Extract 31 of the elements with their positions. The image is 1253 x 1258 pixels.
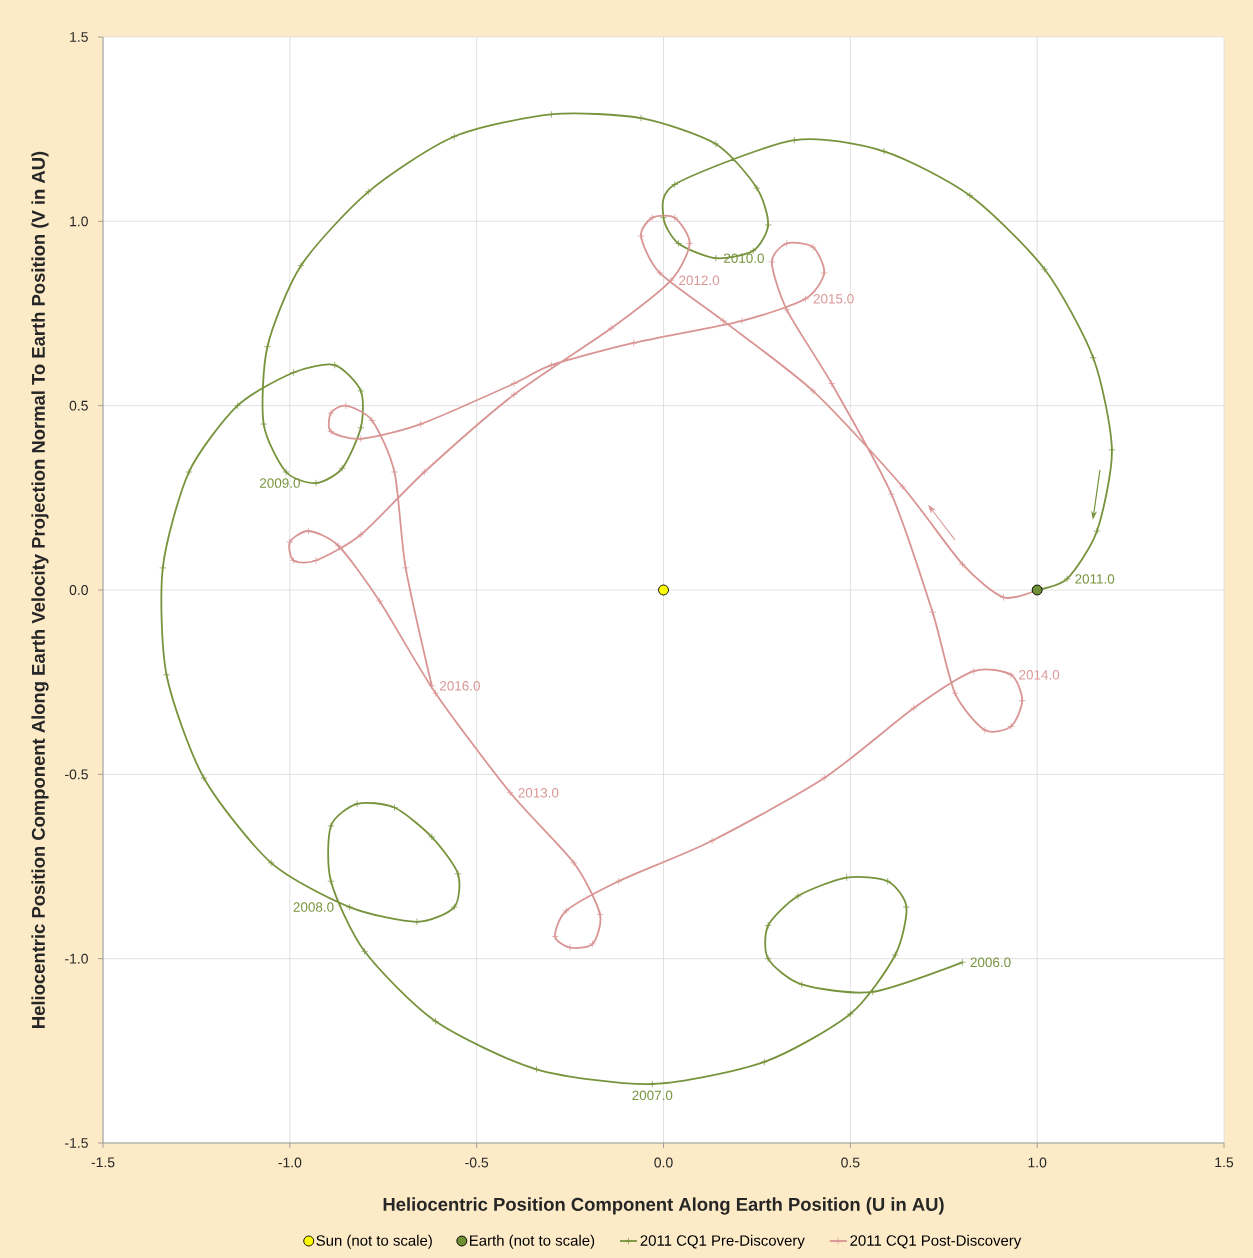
y-tick-label: -1.5 (65, 1138, 88, 1148)
legend-label: Sun (not to scale) (316, 1234, 432, 1249)
x-tick-label: 0.5 (841, 1157, 860, 1168)
annotation: 2013.0 (518, 788, 559, 798)
x-tick-label: 0.0 (654, 1157, 673, 1168)
y-tick-label: 0.5 (69, 400, 88, 411)
annotation: 2015.0 (813, 293, 854, 304)
annotation: 2008.0 (293, 902, 334, 912)
x-tick-label: 1.0 (1028, 1157, 1047, 1168)
annotation: 2014.0 (1019, 670, 1060, 680)
annotation: 2011.0 (1075, 574, 1115, 584)
y-tick-label: -0.5 (65, 769, 88, 780)
x-axis-title: Heliocentric Position Component Along Earth Position (U in AU) (383, 1197, 944, 1215)
y-tick-label: 1.5 (70, 32, 88, 42)
annotation: 2010.0 (724, 253, 764, 263)
annotation: 2006.0 (970, 957, 1011, 968)
annotation: 2009.0 (260, 478, 300, 488)
y-axis-title: Heliocentric Position Component Along Earth Velocity Projection Normal To Earth Position (V in AU) (31, 151, 49, 1028)
y-tick-label: -1.0 (65, 953, 88, 964)
x-tick-label: -0.5 (465, 1157, 489, 1168)
legend-label: 2011 CQ1 Post-Discovery (850, 1234, 1022, 1249)
x-tick-label: 1.5 (1215, 1157, 1234, 1168)
annotation: 2016.0 (440, 681, 480, 691)
y-tick-label: 1.0 (70, 216, 88, 227)
annotation: 2007.0 (632, 1090, 673, 1101)
legend-label: Earth (not to scale) (470, 1234, 595, 1249)
legend-label: 2011 CQ1 Pre-Discovery (640, 1234, 805, 1249)
annotation: 2012.0 (679, 275, 720, 286)
x-tick-label: -1.5 (91, 1157, 115, 1168)
x-tick-label: -1.0 (278, 1157, 302, 1168)
y-tick-label: 0.0 (69, 585, 88, 595)
